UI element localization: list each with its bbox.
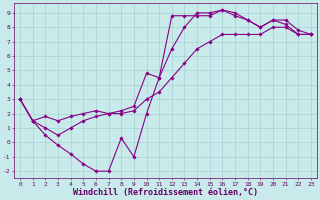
X-axis label: Windchill (Refroidissement éolien,°C): Windchill (Refroidissement éolien,°C) (73, 188, 258, 197)
